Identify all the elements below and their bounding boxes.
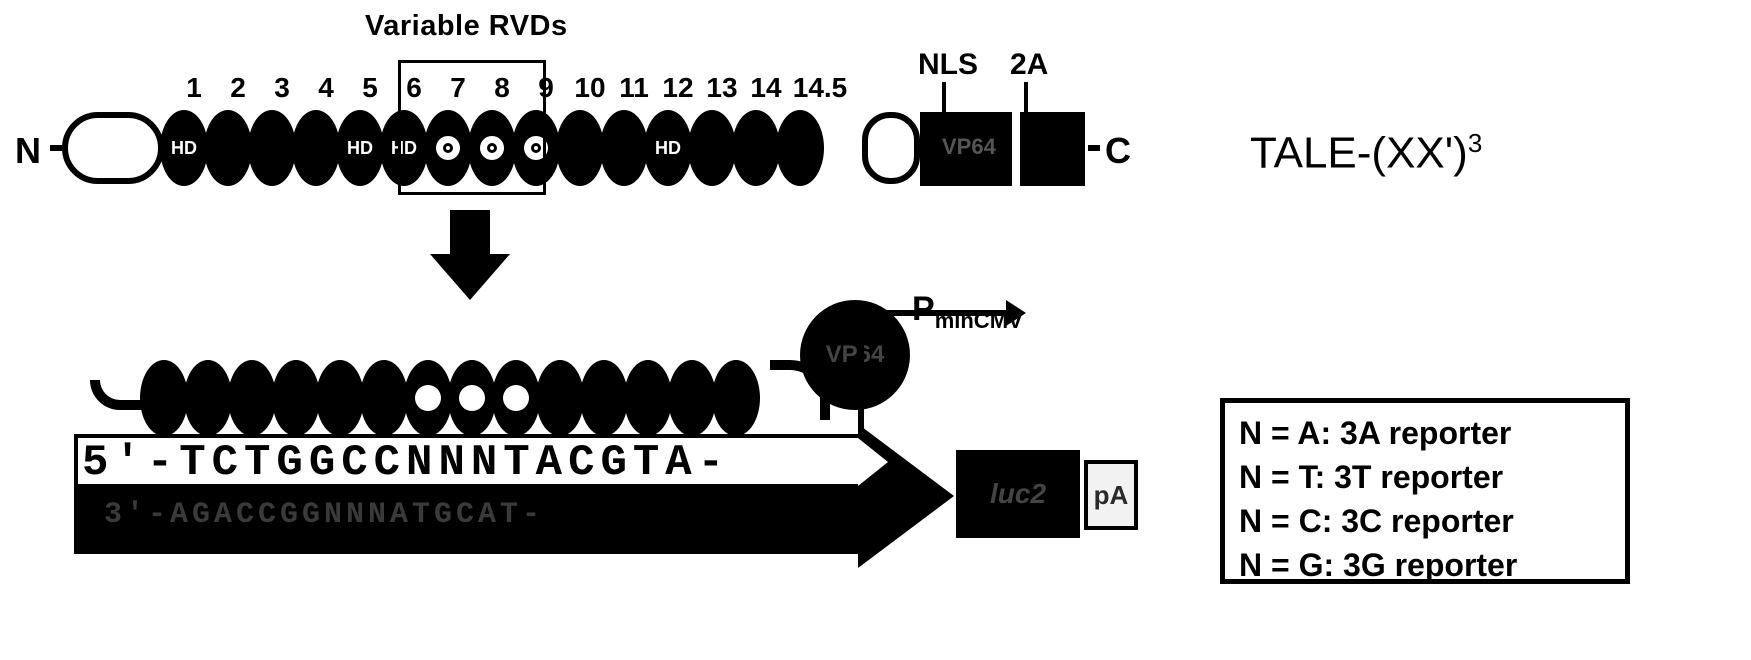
- gene-arrowhead-inset: [858, 438, 888, 486]
- repeat-number: 6: [392, 72, 436, 104]
- tale-repeat: [688, 110, 736, 186]
- polya-label: pA: [1094, 480, 1129, 511]
- vp64-label-top: VP64: [942, 134, 996, 160]
- dna-top-strand: 5'-TCTGGCCNNNTACGTA-: [82, 438, 730, 488]
- polya-box: pA: [1084, 460, 1138, 530]
- tale-repeats-bottom: [144, 360, 760, 436]
- variable-rvd-icon: [459, 385, 485, 411]
- rvd-label: HD: [347, 138, 373, 159]
- tale-repeat: [624, 360, 672, 436]
- construct-name-prefix: TALE-(XX'): [1250, 129, 1468, 178]
- tale-repeats-top: HD HD HD HD: [160, 110, 824, 186]
- tale-repeat: HD: [644, 110, 692, 186]
- repeat-number: 5: [348, 72, 392, 104]
- repeat-number: 4: [304, 72, 348, 104]
- repeat-number: 3: [260, 72, 304, 104]
- variable-rvd-icon: [415, 385, 441, 411]
- construct-name: TALE-(XX')3: [1250, 128, 1482, 179]
- variable-rvd-icon: [524, 136, 548, 160]
- tale-repeat: HD: [160, 110, 208, 186]
- repeat-number: 11: [612, 72, 656, 104]
- tale-repeat: [404, 360, 452, 436]
- tale-repeat: [732, 110, 780, 186]
- tale-repeat: [228, 360, 276, 436]
- tale-repeat: [536, 360, 584, 436]
- tale-repeat: [712, 360, 760, 436]
- luc-label: luc2: [990, 478, 1046, 510]
- rvd-label: HD: [391, 138, 417, 159]
- repeat-number: 10: [568, 72, 612, 104]
- tale-repeat: [468, 110, 516, 186]
- repeat-number: 8: [480, 72, 524, 104]
- tale-repeat: HD: [380, 110, 428, 186]
- repeat-number: 14.5: [788, 72, 852, 104]
- c-terminal-cap: [862, 112, 920, 184]
- tale-repeat: [556, 110, 604, 186]
- legend-row: N = G: 3G reporter: [1239, 543, 1611, 587]
- tale-repeat: [668, 360, 716, 436]
- tale-repeat: [292, 110, 340, 186]
- promoter-arrow-icon: [858, 310, 1018, 370]
- nls-tick: [942, 82, 946, 112]
- legend-row: N = A: 3A reporter: [1239, 411, 1611, 455]
- repeat-number: 13: [700, 72, 744, 104]
- tale-repeat: [512, 110, 560, 186]
- tale-repeat: [424, 110, 472, 186]
- tail-separator: [1012, 112, 1020, 186]
- tale-repeat: [360, 360, 408, 436]
- rvd-label: HD: [655, 138, 681, 159]
- tale-repeat: HD: [336, 110, 384, 186]
- repeat-number: 14: [744, 72, 788, 104]
- c-dash: [1088, 145, 1100, 151]
- repeat-number-row: 123456789101112131414.5: [172, 72, 852, 104]
- repeat-number: 1: [172, 72, 216, 104]
- rvd-label: HD: [171, 138, 197, 159]
- luc-box: luc2: [956, 450, 1080, 538]
- tale-repeat: [600, 110, 648, 186]
- tale-repeat: [492, 360, 540, 436]
- diagram-root: Variable RVDs N C 123456789101112131414.…: [0, 0, 1751, 660]
- dna-bottom-strand: 3'-AGACCGGNNNATGCAT-: [104, 498, 544, 532]
- legend-row: N = C: 3C reporter: [1239, 499, 1611, 543]
- a2-label: 2A: [1010, 48, 1048, 82]
- variable-rvd-icon: [480, 136, 504, 160]
- repeat-number: 9: [524, 72, 568, 104]
- tale-repeat: [580, 360, 628, 436]
- tale-repeat: [272, 360, 320, 436]
- n-terminus-label: N: [15, 130, 41, 172]
- n-terminal-cap: [62, 112, 164, 184]
- repeat-number: 7: [436, 72, 480, 104]
- tale-repeat: [448, 360, 496, 436]
- tale-repeat: [776, 110, 824, 186]
- repeat-number: 12: [656, 72, 700, 104]
- variable-rvds-title: Variable RVDs: [365, 10, 568, 43]
- nls-label: NLS: [918, 48, 978, 82]
- tale-repeat: [204, 110, 252, 186]
- c-terminus-label: C: [1105, 130, 1131, 172]
- down-arrow-icon: [430, 210, 510, 300]
- tale-repeat: [184, 360, 232, 436]
- variable-rvd-icon: [436, 136, 460, 160]
- tale-repeat: [316, 360, 364, 436]
- legend-box: N = A: 3A reporter N = T: 3T reporter N …: [1220, 398, 1630, 584]
- repeat-number: 2: [216, 72, 260, 104]
- construct-name-exp: 3: [1468, 128, 1482, 158]
- tale-repeat: [248, 110, 296, 186]
- a2-tick: [1024, 82, 1028, 112]
- legend-row: N = T: 3T reporter: [1239, 455, 1611, 499]
- variable-rvd-icon: [503, 385, 529, 411]
- n-dash: [50, 145, 62, 151]
- tale-repeat: [140, 360, 188, 436]
